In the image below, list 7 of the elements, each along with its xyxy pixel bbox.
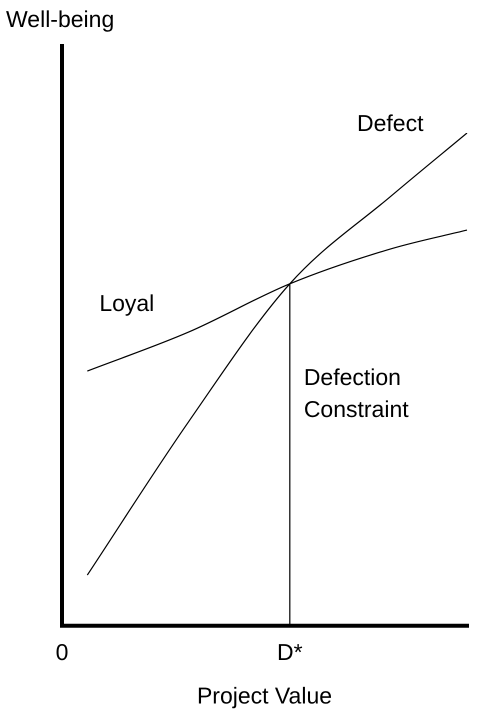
- x-tick-label: D*: [277, 638, 303, 665]
- x-tick-label: 0: [56, 638, 68, 665]
- y-axis-title: Well-being: [6, 6, 114, 33]
- ref-line-label: Defection Constraint: [304, 364, 410, 422]
- series-label: Defect: [357, 110, 424, 136]
- x-axis-title: Project Value: [196, 682, 332, 709]
- series-label: Loyal: [99, 290, 154, 316]
